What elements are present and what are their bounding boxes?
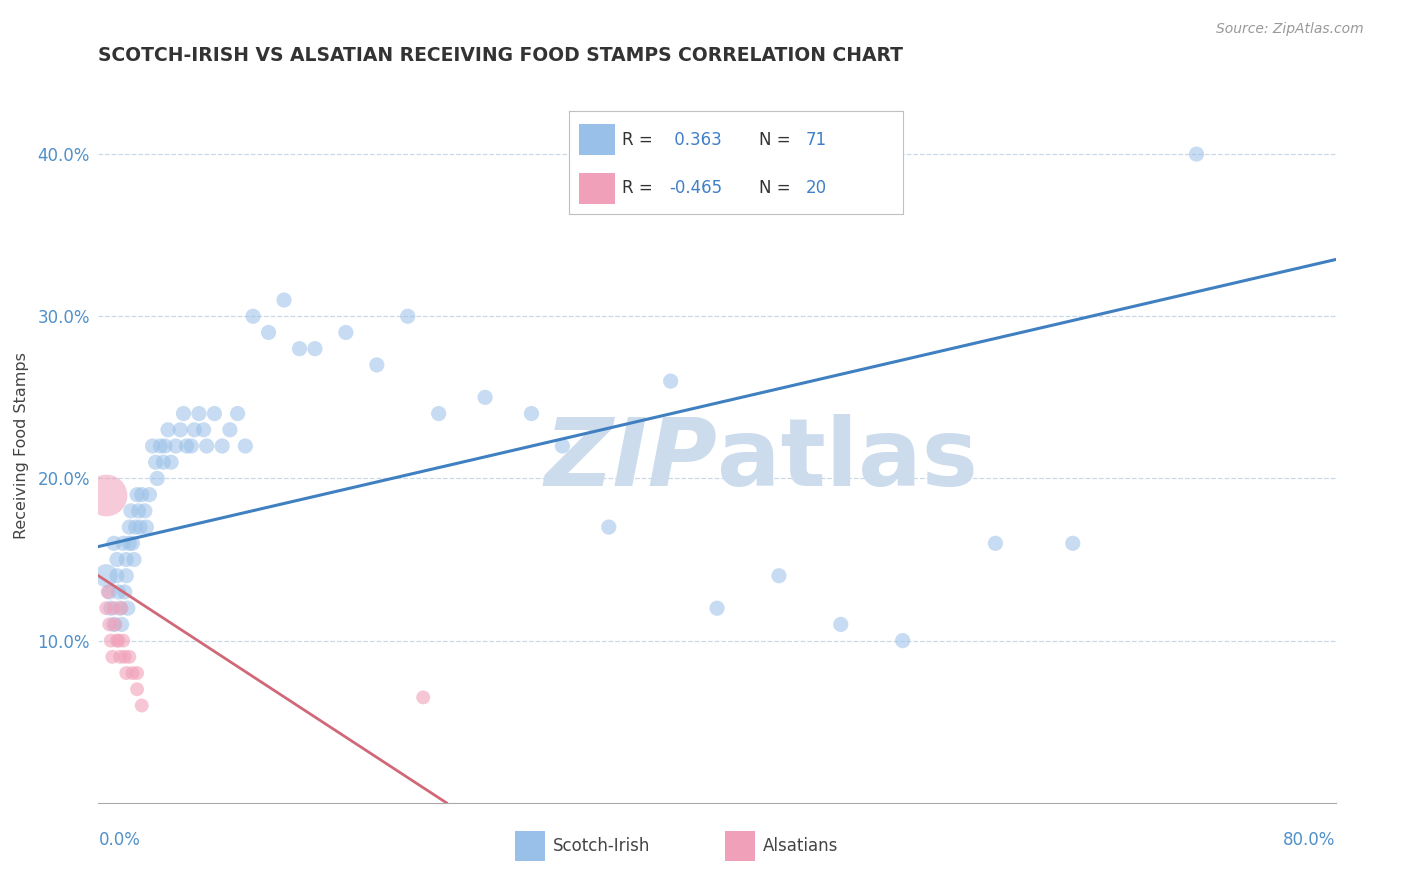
Point xyxy=(118,536,141,550)
Point xyxy=(257,326,280,340)
Point xyxy=(121,536,143,550)
Point xyxy=(104,617,127,632)
Point xyxy=(107,585,129,599)
Point xyxy=(160,455,183,469)
Point xyxy=(273,293,295,307)
Point xyxy=(127,488,149,502)
Point xyxy=(121,666,143,681)
Point xyxy=(706,601,728,615)
Point xyxy=(129,520,152,534)
Point xyxy=(598,520,620,534)
Point xyxy=(98,585,121,599)
Text: Source: ZipAtlas.com: Source: ZipAtlas.com xyxy=(1216,22,1364,37)
Point xyxy=(114,585,136,599)
Point xyxy=(111,601,132,615)
Point xyxy=(233,439,257,453)
Point xyxy=(107,633,129,648)
Point xyxy=(204,407,226,421)
Point xyxy=(127,682,149,697)
Point xyxy=(1062,536,1084,550)
Point xyxy=(366,358,388,372)
Point xyxy=(108,601,131,615)
Point xyxy=(172,407,194,421)
Point xyxy=(96,568,118,582)
Point xyxy=(120,504,142,518)
Point xyxy=(131,698,153,713)
Point xyxy=(115,552,138,566)
Point xyxy=(551,439,574,453)
Point xyxy=(659,374,682,388)
Point xyxy=(118,520,141,534)
Point xyxy=(118,649,141,664)
Point xyxy=(891,633,914,648)
Point xyxy=(152,455,174,469)
Point xyxy=(117,601,139,615)
Point xyxy=(183,423,205,437)
Y-axis label: Receiving Food Stamps: Receiving Food Stamps xyxy=(14,352,30,540)
Point xyxy=(131,488,153,502)
Point xyxy=(1185,147,1208,161)
Point xyxy=(127,666,149,681)
Point xyxy=(396,310,419,324)
Text: ZIP: ZIP xyxy=(544,414,717,507)
Point xyxy=(105,552,128,566)
Point xyxy=(984,536,1007,550)
Point xyxy=(115,568,138,582)
Point xyxy=(219,423,242,437)
Point xyxy=(242,310,264,324)
Point xyxy=(114,649,136,664)
Point xyxy=(96,488,118,502)
Point xyxy=(103,601,125,615)
Point xyxy=(149,439,172,453)
Point xyxy=(145,455,167,469)
Point xyxy=(180,439,202,453)
Point xyxy=(115,666,138,681)
Point xyxy=(304,342,326,356)
Point xyxy=(105,568,128,582)
Point xyxy=(98,617,121,632)
Point xyxy=(134,504,156,518)
Point xyxy=(176,439,198,453)
Text: atlas: atlas xyxy=(717,414,979,507)
Point xyxy=(474,390,496,404)
Text: SCOTCH-IRISH VS ALSATIAN RECEIVING FOOD STAMPS CORRELATION CHART: SCOTCH-IRISH VS ALSATIAN RECEIVING FOOD … xyxy=(98,46,904,65)
Point xyxy=(157,423,180,437)
Point xyxy=(412,690,434,705)
Point xyxy=(188,407,211,421)
Point xyxy=(520,407,543,421)
Point xyxy=(146,471,169,485)
Point xyxy=(135,520,157,534)
Point xyxy=(335,326,357,340)
Point xyxy=(128,504,150,518)
Point xyxy=(768,568,790,582)
Point xyxy=(122,552,145,566)
Point xyxy=(111,617,132,632)
Point xyxy=(195,439,218,453)
Point xyxy=(103,536,125,550)
Point xyxy=(226,407,249,421)
Point xyxy=(165,439,187,453)
Point xyxy=(427,407,450,421)
Point xyxy=(153,439,176,453)
Point xyxy=(100,633,122,648)
Point xyxy=(105,633,128,648)
Point xyxy=(101,649,124,664)
Point xyxy=(830,617,852,632)
Point xyxy=(97,585,120,599)
Point xyxy=(112,633,135,648)
Point xyxy=(103,617,125,632)
Text: 80.0%: 80.0% xyxy=(1284,831,1336,849)
Point xyxy=(193,423,215,437)
Point xyxy=(124,520,146,534)
Point xyxy=(141,439,165,453)
Point xyxy=(169,423,191,437)
Point xyxy=(96,601,118,615)
Point xyxy=(211,439,233,453)
Point xyxy=(108,649,131,664)
Point xyxy=(100,601,122,615)
Point xyxy=(112,536,135,550)
Point xyxy=(138,488,160,502)
Point xyxy=(288,342,311,356)
Text: 0.0%: 0.0% xyxy=(98,831,141,849)
